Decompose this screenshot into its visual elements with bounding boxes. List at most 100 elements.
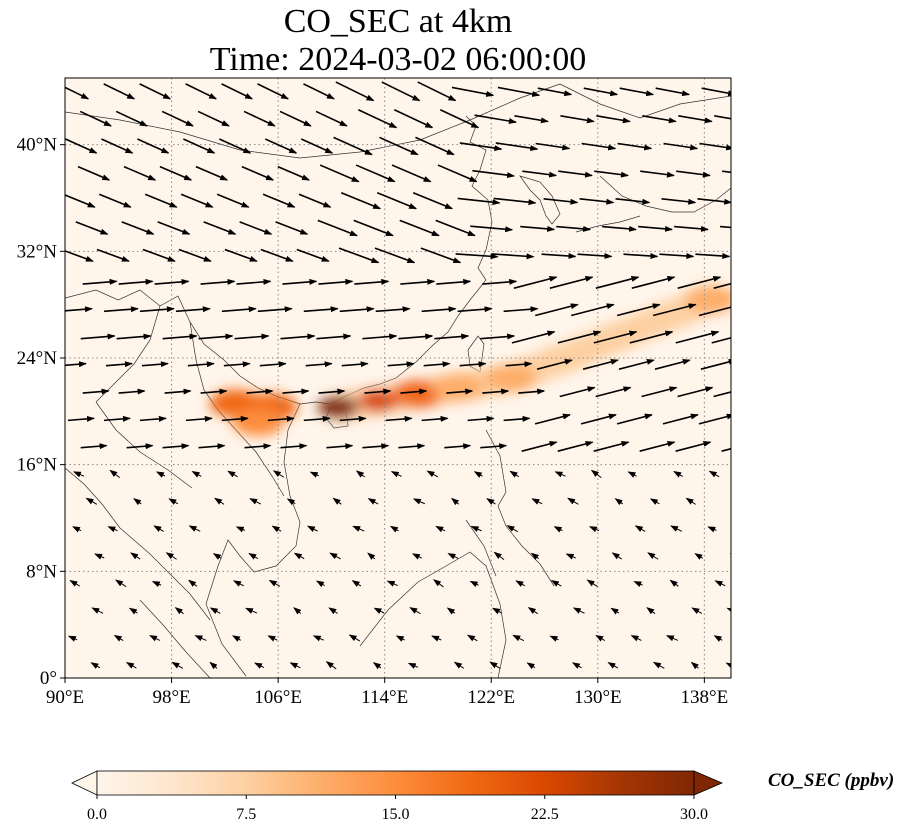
wind-arrow bbox=[65, 138, 98, 154]
wind-arrow bbox=[713, 282, 731, 289]
wind-arrow bbox=[340, 191, 382, 210]
wind-arrow bbox=[318, 278, 354, 285]
wind-arrow bbox=[652, 303, 697, 317]
wind-arrow bbox=[286, 498, 296, 506]
wind-arrow bbox=[73, 471, 85, 478]
wind-arrow bbox=[699, 142, 731, 151]
wind-arrow bbox=[719, 225, 731, 229]
wind-arrow bbox=[431, 635, 442, 642]
wind-arrow bbox=[303, 415, 331, 422]
wind-arrow bbox=[677, 275, 722, 289]
wind-arrow bbox=[227, 470, 238, 478]
coastlines bbox=[65, 83, 731, 678]
wind-arrow bbox=[185, 415, 213, 422]
wind-arrow bbox=[549, 275, 594, 289]
wind-arrow bbox=[94, 553, 105, 560]
wind-arrow bbox=[399, 219, 440, 237]
wind-arrow bbox=[149, 635, 161, 642]
wind-arrow bbox=[457, 306, 493, 313]
wind-arrow bbox=[581, 142, 617, 151]
wind-arrow bbox=[67, 635, 78, 642]
wind-arrow bbox=[420, 247, 462, 264]
wind-arrow bbox=[82, 278, 118, 285]
wind-arrow bbox=[257, 306, 293, 313]
wind-vectors bbox=[65, 81, 731, 670]
wind-arrow bbox=[264, 138, 298, 154]
wind-arrow bbox=[96, 248, 130, 262]
wind-arrow bbox=[183, 138, 216, 154]
wind-arrow bbox=[491, 253, 535, 260]
plume-point bbox=[391, 380, 444, 408]
wind-arrow bbox=[434, 333, 470, 340]
wind-arrow bbox=[453, 661, 465, 669]
wind-arrow bbox=[236, 278, 272, 285]
wind-arrow bbox=[594, 170, 629, 178]
wind-arrow bbox=[338, 247, 380, 264]
map-title-line-1: CO_SEC at 4km bbox=[283, 3, 513, 40]
wind-arrow bbox=[358, 109, 398, 129]
colorbar-tick-label: 30.0 bbox=[680, 806, 708, 823]
wind-arrow bbox=[367, 498, 379, 505]
wind-arrow bbox=[558, 170, 594, 178]
wind-arrow bbox=[435, 219, 476, 237]
wind-arrow bbox=[221, 306, 257, 313]
wind-arrow bbox=[411, 553, 423, 560]
wind-arrow bbox=[280, 443, 308, 450]
wind-arrow bbox=[280, 333, 316, 340]
wind-arrow bbox=[243, 110, 276, 127]
wind-arrow bbox=[379, 136, 419, 156]
wind-arrow bbox=[535, 142, 571, 151]
wind-arrow bbox=[506, 525, 518, 533]
wind-arrow bbox=[409, 607, 421, 615]
wind-arrow bbox=[75, 221, 109, 235]
wind-arrow bbox=[389, 525, 399, 533]
wind-arrow bbox=[503, 306, 539, 313]
wind-arrow bbox=[629, 330, 674, 344]
wind-arrow bbox=[698, 413, 731, 425]
wind-arrow bbox=[65, 250, 94, 262]
wind-arrow bbox=[162, 443, 190, 450]
wind-arrow bbox=[595, 386, 632, 398]
wind-arrow bbox=[315, 580, 325, 588]
wind-arrow bbox=[423, 361, 451, 368]
wind-arrow bbox=[611, 552, 622, 560]
wind-arrow bbox=[257, 83, 289, 100]
wind-arrow bbox=[153, 525, 164, 533]
wind-arrow bbox=[616, 413, 653, 425]
wind-arrow bbox=[537, 87, 573, 97]
wind-arrow bbox=[355, 470, 366, 478]
wind-arrow bbox=[98, 193, 132, 208]
wind-arrow bbox=[480, 443, 508, 450]
wind-arrow bbox=[194, 635, 207, 642]
plume-point bbox=[318, 396, 359, 419]
wind-arrow bbox=[355, 164, 396, 183]
wind-arrow bbox=[341, 361, 369, 368]
wind-arrow bbox=[65, 361, 87, 368]
wind-arrow bbox=[459, 142, 503, 152]
wind-arrow bbox=[372, 662, 382, 670]
wind-arrow bbox=[367, 552, 376, 560]
wind-arrow bbox=[550, 580, 562, 587]
wind-arrow bbox=[239, 221, 273, 235]
wind-arrow bbox=[80, 333, 116, 340]
wind-arrow bbox=[560, 115, 595, 124]
wind-arrow bbox=[319, 164, 360, 183]
wind-arrow bbox=[446, 607, 456, 615]
coastline-taiwan bbox=[467, 335, 485, 373]
wind-arrow bbox=[520, 225, 556, 232]
wind-arrow bbox=[647, 552, 659, 560]
wind-arrow bbox=[315, 110, 348, 127]
wind-arrow bbox=[272, 470, 285, 478]
wind-arrow bbox=[583, 87, 619, 97]
wind-arrow bbox=[325, 661, 337, 670]
wind-arrow bbox=[659, 253, 695, 259]
wind-arrow bbox=[303, 83, 335, 100]
wind-arrow bbox=[633, 581, 643, 588]
wind-arrow bbox=[362, 333, 398, 340]
wind-arrow bbox=[676, 170, 711, 178]
wind-arrow bbox=[433, 579, 444, 588]
wind-arrow bbox=[161, 110, 194, 127]
map-title-line-2: Time: 2024-03-02 06:00:00 bbox=[209, 41, 587, 78]
wind-arrow bbox=[91, 607, 104, 614]
wind-arrow bbox=[665, 635, 679, 642]
